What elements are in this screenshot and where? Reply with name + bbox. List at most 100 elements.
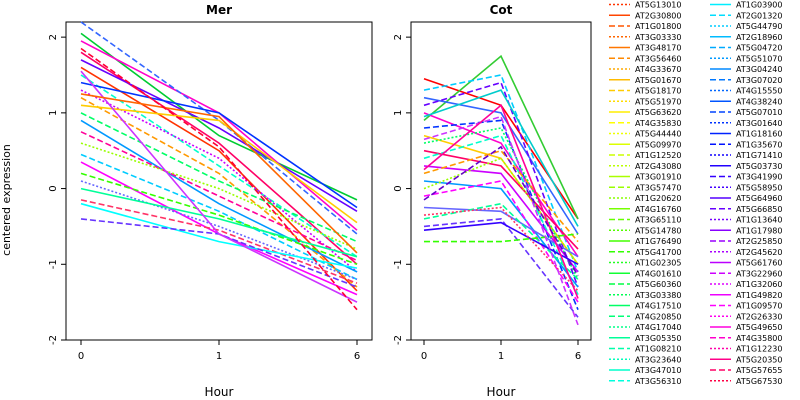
legend-label: AT3G48170 xyxy=(635,44,681,53)
panel-mer-title: Mer xyxy=(206,3,232,17)
legend-label: AT2G18960 xyxy=(736,33,782,42)
panel-cot-series-line xyxy=(423,54,579,220)
legend-label: AT2G26330 xyxy=(736,312,782,321)
legend-label: AT2G25850 xyxy=(736,237,782,246)
legend-label: AT3G56460 xyxy=(635,54,681,63)
panel-mer-y-tick-label: -2 xyxy=(48,335,59,345)
panel-cot-series-line xyxy=(423,134,579,265)
panel-mer-series-line xyxy=(80,142,358,250)
panel-cot-title: Cot xyxy=(490,3,513,17)
legend-label: AT1G08210 xyxy=(635,345,681,354)
panel-cot-series-line xyxy=(423,112,579,258)
panel-mer-series-line xyxy=(80,104,358,224)
legend-label: AT3G01910 xyxy=(635,173,681,182)
panel-mer-series-line xyxy=(80,202,358,269)
panel-cot-series-line xyxy=(423,206,579,292)
panel-mer-x-tick-label: 0 xyxy=(78,351,84,362)
legend-label: AT4G20850 xyxy=(635,312,681,321)
panel-mer-series-line xyxy=(80,47,358,311)
legend-label: AT4G17510 xyxy=(635,302,681,311)
panel-mer-series-line xyxy=(80,119,358,273)
legend-label: AT5G51070 xyxy=(736,54,782,63)
panel-cot-x-tick-label: 0 xyxy=(421,351,427,362)
legend-label: AT1G12520 xyxy=(635,151,681,160)
panel-cot-series-line xyxy=(423,96,579,235)
panel-cot-series-line xyxy=(423,206,579,258)
panel-cot: Cot Hour -2 -1 0 1 2 0 1 6 xyxy=(393,3,592,399)
legend-label: AT3G05350 xyxy=(635,334,681,343)
legend-label: AT4G35800 xyxy=(736,334,782,343)
legend-label: AT5G20350 xyxy=(736,355,782,364)
legend-label: AT4G01610 xyxy=(635,269,681,278)
legend-label: AT5G44440 xyxy=(635,130,681,139)
legend-label: AT1G01800 xyxy=(635,22,681,31)
panel-mer-series-line xyxy=(80,81,358,209)
legend-label: AT5G58950 xyxy=(736,183,782,192)
legend-label: AT2G45620 xyxy=(736,248,782,257)
legend-label: AT1G71410 xyxy=(736,151,782,160)
panel-cot-axes: -2 -1 0 1 2 0 1 6 xyxy=(393,34,581,362)
legend-label: AT5G18170 xyxy=(635,87,681,96)
panel-mer-series-line xyxy=(80,131,358,262)
legend-label: AT1G03900 xyxy=(736,1,782,10)
panel-mer-series-line xyxy=(80,199,358,284)
panel-mer-y-tick-label: 1 xyxy=(48,110,59,116)
legend-label: AT5G41700 xyxy=(635,248,681,257)
legend-label: AT4G15550 xyxy=(736,87,782,96)
legend-label: AT5G67530 xyxy=(736,377,782,386)
legend-label: AT5G64960 xyxy=(736,194,782,203)
panel-cot-series-line xyxy=(423,115,579,326)
panel-cot-series-line xyxy=(423,221,579,266)
panel-mer-x-tick-label: 1 xyxy=(216,351,222,362)
legend-label: AT5G44790 xyxy=(736,22,782,31)
panel-cot-y-tick-label: 0 xyxy=(393,185,404,191)
legend-label: AT5G66850 xyxy=(736,205,782,214)
panel-mer-series-line xyxy=(80,180,358,281)
legend-label: AT3G07020 xyxy=(736,76,782,85)
panel-mer-series-line xyxy=(80,21,358,235)
panel-mer: Mer Hour -2 -1 0 1 2 0 1 6 xyxy=(48,3,373,399)
legend-label: AT3G03330 xyxy=(635,33,681,42)
legend-label: AT5G14780 xyxy=(635,226,681,235)
legend-label: AT1G02305 xyxy=(635,259,681,268)
panel-mer-series-line xyxy=(80,32,358,201)
panel-mer-y-tick-label: 2 xyxy=(48,34,59,40)
panel-mer-series-line xyxy=(80,172,358,266)
legend-label: AT5G03730 xyxy=(736,162,782,171)
legend-label: AT3G22960 xyxy=(736,269,782,278)
panel-mer-x-tick-label: 6 xyxy=(354,351,360,362)
panel-mer-series-line xyxy=(80,89,358,273)
panel-mer-y-tick-label: 0 xyxy=(48,185,59,191)
legend-label: AT1G17980 xyxy=(736,226,782,235)
panel-cot-x-tick-label: 1 xyxy=(498,351,504,362)
panel-mer-series xyxy=(80,21,358,311)
panel-cot-y-tick-label: 1 xyxy=(393,110,404,116)
legend-label: AT5G01670 xyxy=(635,76,681,85)
legend-label: AT5G49650 xyxy=(736,323,782,332)
legend-label: AT1G32060 xyxy=(736,280,782,289)
legend-label: AT3G57470 xyxy=(635,183,681,192)
legend-label: AT3G03380 xyxy=(635,291,681,300)
legend-label: AT3G47010 xyxy=(635,366,681,375)
legend-label: AT3G56310 xyxy=(635,377,681,386)
legend-label: AT3G23640 xyxy=(635,355,681,364)
legend-label: AT1G12230 xyxy=(736,345,782,354)
panel-cot-y-tick-label: 2 xyxy=(393,34,404,40)
panel-cot-series-line xyxy=(423,180,579,303)
panel-mer-axes: -2 -1 0 1 2 0 1 6 xyxy=(48,34,360,362)
legend-label: AT5G57655 xyxy=(736,366,782,375)
legend-label: AT3G01640 xyxy=(736,119,782,128)
legend-label: AT1G18160 xyxy=(736,130,782,139)
panel-cot-series xyxy=(423,54,579,326)
panel-mer-x-axis-label: Hour xyxy=(205,385,234,399)
legend-label: AT2G01320 xyxy=(736,11,782,20)
panel-mer-y-tick-label: -1 xyxy=(48,259,59,269)
legend-label: AT4G33670 xyxy=(635,65,681,74)
panel-mer-series-line xyxy=(80,112,358,243)
legend-label: AT5G13010 xyxy=(635,1,681,10)
legend-label: AT1G13640 xyxy=(736,216,782,225)
legend-label: AT1G20620 xyxy=(635,194,681,203)
legend-label: AT2G43080 xyxy=(635,162,681,171)
